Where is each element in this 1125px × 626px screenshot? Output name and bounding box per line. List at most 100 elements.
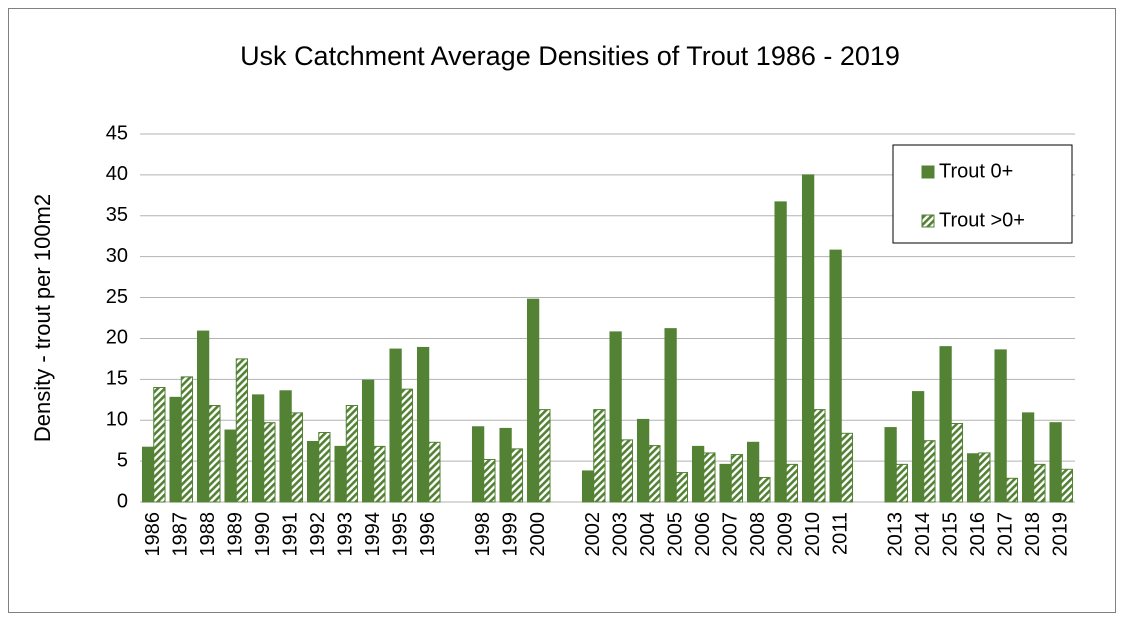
x-tick-label: 2006 [692, 512, 714, 557]
bar [263, 422, 276, 503]
x-tick-label: 2009 [775, 512, 797, 557]
bar [911, 391, 925, 503]
x-tick-label: 2000 [527, 512, 549, 557]
bar [196, 330, 210, 503]
x-tick-label: 1995 [390, 512, 412, 557]
bar [801, 174, 815, 503]
bar [361, 379, 375, 503]
x-tick-label: 1996 [417, 512, 439, 557]
x-tick-label: 2003 [610, 512, 632, 557]
bar [334, 445, 347, 503]
bar [389, 348, 402, 503]
bar [691, 445, 705, 503]
x-tick-label: 2010 [802, 512, 824, 557]
bar [884, 427, 897, 503]
bar [290, 412, 304, 503]
x-tick-label: 2015 [940, 512, 962, 557]
x-tick-label: 2004 [637, 512, 659, 557]
bar [675, 472, 689, 503]
bar [719, 463, 732, 503]
bar [538, 409, 551, 503]
y-tick-label: 15 [106, 368, 128, 390]
legend-label: Trout >0+ [939, 209, 1025, 231]
bar [939, 346, 952, 503]
bar [966, 453, 980, 503]
x-tick-label: 2007 [720, 512, 742, 557]
bar [636, 418, 650, 503]
bar [153, 387, 166, 503]
bar [499, 427, 512, 503]
bar [1060, 468, 1074, 503]
y-tick-label: 25 [106, 286, 128, 308]
bar [483, 458, 496, 503]
bar [730, 454, 744, 503]
legend-label: Trout 0+ [939, 160, 1013, 182]
x-tick-label: 1987 [170, 512, 192, 557]
bar [251, 394, 265, 503]
x-tick-label: 2014 [912, 512, 934, 557]
chart-border [8, 8, 1116, 613]
bar [1049, 422, 1062, 503]
bar [235, 358, 249, 503]
bar [169, 396, 182, 503]
bar [703, 452, 716, 503]
x-tick-label: 1994 [362, 512, 384, 557]
bar [1033, 463, 1046, 503]
bar [471, 426, 485, 503]
bar [785, 463, 799, 503]
bar [224, 429, 237, 503]
x-tick-label: 2017 [995, 512, 1017, 557]
bar [373, 445, 386, 503]
bar [428, 441, 441, 503]
bar [923, 440, 936, 503]
bar [581, 470, 595, 503]
x-tick-label: 1991 [280, 512, 302, 557]
bar [510, 448, 524, 503]
bar [526, 298, 540, 503]
x-tick-label: 2011 [830, 512, 852, 555]
x-tick-label: 1986 [142, 512, 164, 557]
y-tick-label: 20 [106, 327, 128, 349]
bar [318, 431, 331, 503]
legend-swatch [921, 214, 935, 228]
x-tick-label: 2005 [665, 512, 687, 557]
bar [620, 439, 634, 503]
bar [306, 440, 320, 503]
legend-swatch [921, 165, 935, 179]
x-tick-label: 1998 [472, 512, 494, 557]
bar [829, 249, 842, 503]
x-tick-label: 2018 [1022, 512, 1044, 557]
bar [1021, 412, 1035, 503]
x-tick-label: 2016 [967, 512, 989, 557]
y-tick-label: 45 [106, 122, 128, 144]
y-tick-label: 30 [106, 245, 128, 267]
bar [813, 409, 826, 503]
bar [416, 346, 430, 503]
x-tick-label: 1993 [335, 512, 357, 557]
bar [1005, 477, 1019, 503]
bar [208, 405, 221, 503]
bar [758, 476, 771, 503]
y-axis-label: Density - trout per 100m2 [30, 194, 55, 442]
bar [141, 446, 155, 503]
x-tick-label: 1990 [252, 512, 274, 557]
bar [994, 349, 1007, 503]
y-tick-label: 5 [117, 449, 128, 471]
x-tick-label: 2019 [1050, 512, 1072, 557]
x-tick-label: 1989 [225, 512, 247, 557]
bar [609, 331, 622, 503]
x-tick-label: 2002 [582, 512, 604, 557]
bar [950, 422, 964, 503]
bar [895, 463, 909, 503]
bar [180, 376, 194, 503]
x-tick-label: 1992 [307, 512, 329, 557]
x-tick-label: 1988 [197, 512, 219, 557]
y-tick-label: 0 [117, 490, 128, 512]
bar [840, 432, 854, 503]
bar [279, 390, 292, 503]
bar [648, 445, 661, 503]
bar [746, 441, 760, 503]
x-tick-label: 1999 [500, 512, 522, 557]
y-tick-label: 35 [106, 204, 128, 226]
